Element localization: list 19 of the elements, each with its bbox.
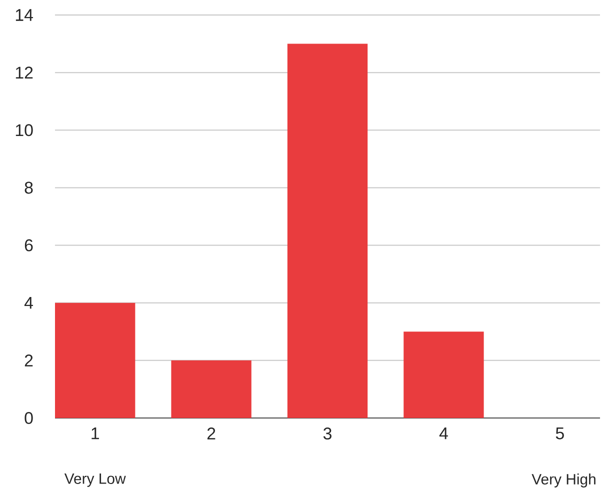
y-tick-label: 12 xyxy=(16,66,33,78)
y-tick-label: 4 xyxy=(24,297,33,309)
x-tick-label: 3 xyxy=(323,428,332,440)
text: Very Low xyxy=(64,474,126,487)
bar xyxy=(404,332,484,418)
y-tick-label: 0 xyxy=(24,412,33,424)
bar xyxy=(287,44,368,418)
x-tick-label: 5 xyxy=(556,428,564,440)
y-tick-label: 10 xyxy=(16,124,33,136)
x-tick-label: 4 xyxy=(439,428,448,440)
x-tick-label: 2 xyxy=(207,428,216,440)
text: Very High xyxy=(532,474,596,488)
bar xyxy=(171,360,252,418)
y-tick-label: 14 xyxy=(16,9,33,21)
y-tick-label: 2 xyxy=(24,354,33,366)
y-tick-label: 8 xyxy=(24,182,33,194)
bar xyxy=(55,302,136,418)
x-tick-label: 1 xyxy=(92,428,99,440)
y-tick-label: 6 xyxy=(24,239,33,252)
